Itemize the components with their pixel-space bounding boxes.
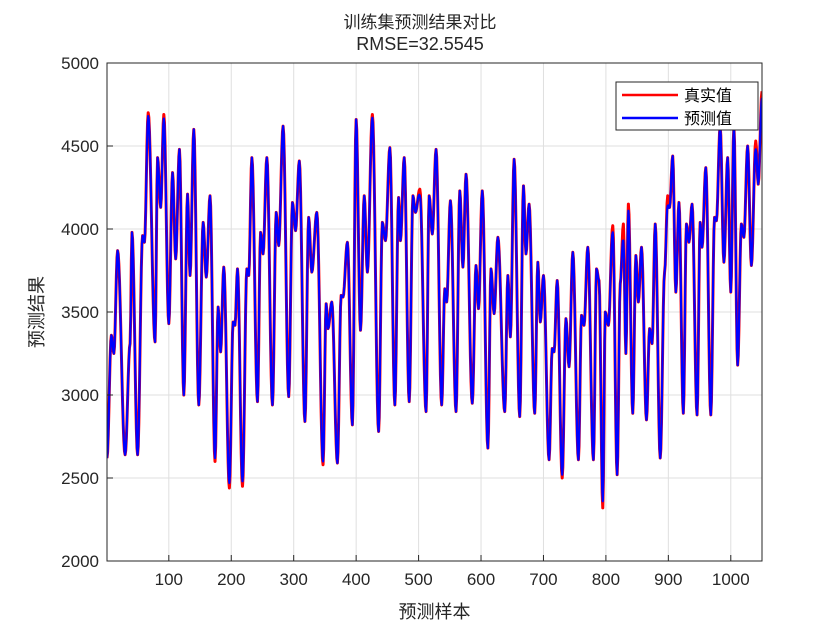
y-tick-label: 2500	[61, 469, 99, 488]
x-tick-label: 300	[280, 570, 308, 589]
x-tick-label: 700	[529, 570, 557, 589]
chart-title: 训练集预测结果对比	[343, 13, 497, 33]
x-tick-label: 600	[467, 570, 495, 589]
y-tick-label: 4000	[61, 220, 99, 239]
x-tick-label: 100	[155, 570, 183, 589]
y-tick-label: 3500	[61, 303, 99, 322]
y-tick-label: 2000	[61, 552, 99, 571]
x-tick-label: 400	[342, 570, 370, 589]
chart-subtitle-rmse: RMSE=32.5545	[356, 34, 484, 54]
legend-box	[615, 81, 759, 131]
x-tick-label: 900	[654, 570, 682, 589]
y-tick-label: 3000	[61, 386, 99, 405]
legend: 真实值 预测值	[615, 81, 759, 131]
x-tick-label: 200	[217, 570, 245, 589]
x-tick-label: 500	[404, 570, 432, 589]
x-tick-label: 800	[592, 570, 620, 589]
legend-label-predicted: 预测值	[684, 109, 732, 128]
tick-layer: 100 200 300 400 500 600 700 800 900 1000 2000 2500 3…	[61, 54, 750, 589]
series-line-predicted	[107, 97, 762, 503]
legend-label-actual: 真实值	[684, 86, 732, 105]
y-tick-label: 4500	[61, 137, 99, 156]
series-layer	[107, 91, 762, 510]
y-tick-label: 5000	[61, 54, 99, 73]
x-axis-label: 预测样本	[398, 602, 471, 623]
x-tick-label: 1000	[712, 570, 750, 589]
